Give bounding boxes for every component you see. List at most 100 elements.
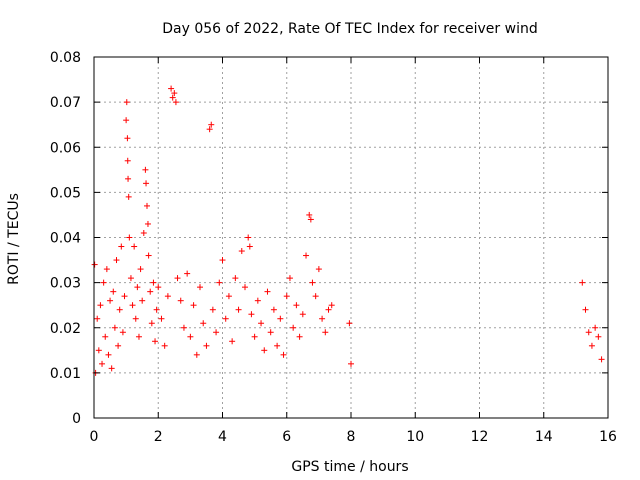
data-point [164,293,171,300]
data-point [95,347,102,354]
data-point [118,243,125,250]
data-point [91,261,98,268]
data-point [110,288,117,295]
data-point [283,293,290,300]
data-point [143,180,150,187]
data-point [174,275,181,282]
data-point [145,252,152,259]
data-point [322,329,329,336]
data-point [319,315,326,322]
grid-lines [94,57,608,418]
data-point [206,126,213,133]
data-point [177,297,184,304]
data-point [245,234,252,241]
data-point [190,302,197,309]
data-point [303,252,310,259]
data-point [229,338,236,345]
chart-title: Day 056 of 2022, Rate Of TEC Index for r… [162,21,537,37]
y-tick-label: 0.06 [50,140,81,156]
data-point [312,293,319,300]
data-point [582,306,589,313]
data-point [172,99,179,106]
data-point [213,329,220,336]
data-point [94,315,101,322]
data-point [144,202,151,209]
x-tick-label: 16 [599,429,617,445]
x-tick-label: 14 [535,429,553,445]
data-point [241,284,248,291]
data-point [140,229,147,236]
x-tick-label: 12 [471,429,489,445]
data-point [588,342,595,349]
data-point [592,324,599,331]
data-point [119,329,126,336]
data-point [296,333,303,340]
data-point [216,279,223,286]
data-point [148,320,155,327]
data-point [142,166,149,173]
y-tick-label: 0.05 [50,185,81,201]
data-point [129,302,136,309]
data-point [123,117,130,124]
data-point [315,266,322,273]
data-point [134,284,141,291]
data-point [115,342,122,349]
data-point [161,342,168,349]
data-point [200,320,207,327]
data-point [121,293,128,300]
data-point [144,220,151,227]
data-point [235,306,242,313]
data-point [193,351,200,358]
data-point [222,315,229,322]
data-point [168,85,175,92]
data-point [261,347,268,354]
data-point [126,234,133,241]
data-point [325,306,332,313]
data-point [209,306,216,313]
data-point [99,360,106,367]
data-point [158,315,165,322]
data-point [203,342,210,349]
data-point [346,320,353,327]
data-point [111,324,118,331]
x-tick-label: 4 [218,429,227,445]
data-point [277,315,284,322]
data-point [139,297,146,304]
data-point [219,257,226,264]
data-point [105,351,112,358]
data-point [293,302,300,309]
data-point [152,338,159,345]
data-point [116,306,123,313]
data-point [150,279,157,286]
axis-ticks: 0 2 4 6 8 10 12 14 16 0 0.01 0.02 0.03 0.04 0.05 0.06 0.… [50,50,617,445]
data-point [306,211,313,218]
data-point [254,297,261,304]
data-point [246,243,253,250]
data-point [307,216,314,223]
data-point [251,333,258,340]
y-tick-label: 0.02 [50,321,81,337]
data-point [585,329,592,336]
data-point [328,302,335,309]
y-tick-label: 0.04 [50,231,81,247]
data-point [208,121,215,128]
data-point [124,135,131,142]
data-point [348,360,354,367]
data-point [155,284,162,291]
data-point [598,356,605,363]
data-point [135,333,142,340]
data-point [137,266,144,273]
data-point [595,333,602,340]
data-point [225,293,232,300]
data-point [264,288,271,295]
data-point [103,266,110,273]
data-point [113,257,120,264]
data-point [274,342,281,349]
data-point [108,365,115,372]
data-point [184,270,191,277]
data-point [131,243,138,250]
y-tick-label: 0.07 [50,95,81,111]
data-point [132,315,139,322]
data-point [290,324,297,331]
